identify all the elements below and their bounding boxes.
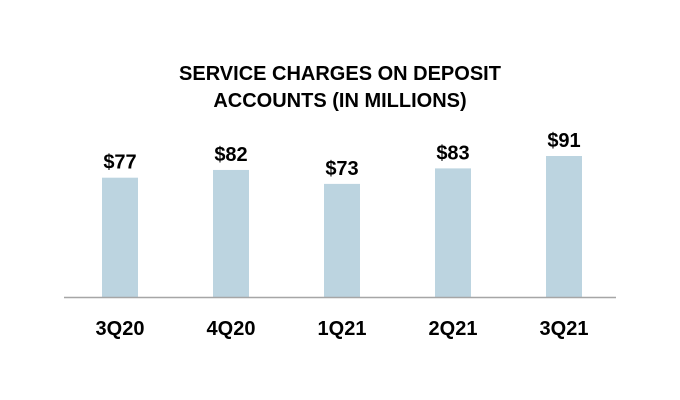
data-labels-group: $77 $82 $73 $83 $91 <box>103 130 580 180</box>
bars-group <box>102 156 582 297</box>
bar-2q21 <box>435 168 471 297</box>
data-label-3q20: $77 <box>103 152 136 174</box>
chart-title-line-1: SERVICE CHARGES ON DEPOSIT <box>179 63 501 85</box>
x-tick-label-2q21: 2Q21 <box>429 318 478 340</box>
bar-3q21 <box>546 156 582 297</box>
data-label-2q21: $83 <box>436 142 469 164</box>
chart-title-line-2: ACCOUNTS (IN MILLIONS) <box>213 90 467 112</box>
x-tick-label-4q20: 4Q20 <box>207 318 256 340</box>
bar-3q20 <box>102 177 138 297</box>
bar-1q21 <box>324 183 360 297</box>
data-label-1q21: $73 <box>325 158 358 180</box>
x-tick-label-1q21: 1Q21 <box>318 318 367 340</box>
x-tick-label-3q20: 3Q20 <box>96 318 145 340</box>
x-tick-labels-group: 3Q20 4Q20 1Q21 2Q21 3Q21 <box>96 318 589 340</box>
data-label-3q21: $91 <box>547 130 580 152</box>
data-label-4q20: $82 <box>214 144 247 166</box>
x-tick-label-3q21: 3Q21 <box>540 318 589 340</box>
bar-4q20 <box>213 169 249 297</box>
chart-title: SERVICE CHARGES ON DEPOSIT ACCOUNTS (IN … <box>0 61 680 115</box>
